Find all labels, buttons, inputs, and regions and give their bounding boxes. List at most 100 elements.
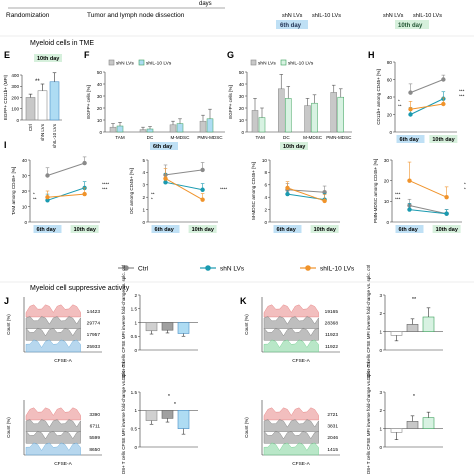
panel-j-bottom-hist-layer-1 [25,419,81,432]
panel-g-ytick-label-4: 40 [239,82,245,87]
panel-g-ytick-label-5: 50 [239,70,245,75]
panel-e-ytick-label-1: 100 [11,107,19,112]
panel-g-bar-2-1 [311,102,318,133]
panel-j-cd8-ytick-label-3: 1.5 [131,390,138,395]
panel-i2-point-2-1 [200,197,205,202]
panel-k-cd8-ytick-label-1: 1 [379,426,382,431]
panel-f-legend-swatch-1 [138,59,145,66]
panel-f-badge [150,142,178,150]
panel-j-top-xlabel: CFSE-A [54,358,72,364]
panel-k-cd8-ytick-label-2: 2 [379,408,382,413]
panel-i3-ytick-label-3: 6 [264,183,267,188]
panel-k-bottom-hist-layer-3 [263,442,319,456]
randomization-label: Randomization [6,12,50,19]
panel-j-top-hist-layer-3 [25,339,81,353]
panel-i-sig-1: * [33,191,35,196]
panel-i2-ytick-label-1: 1 [142,207,145,212]
panel-i4-line-1 [409,209,447,215]
panel-e-xtick-1: shN LVs [40,123,45,141]
panel-h-sig-1: * [398,99,400,104]
panel-j-top-hist-layer-2 [25,327,81,341]
days-unit-label: days [199,1,212,7]
panel-i2-line-0 [165,169,203,176]
panel-g-legend-label-0: shN LVs [258,61,276,67]
legend-ctrl-label: Ctrl [138,266,149,273]
panel-k-cd4-ytick-label-3: 3 [379,293,382,298]
panel-g-panel-letter: G [227,50,234,60]
panel-j-cd4-bar-0 [145,322,158,332]
panel-i4-point-1-0 [407,207,412,212]
panel-h-ytick-label-3: 60 [387,77,393,82]
panel-g-legend-swatch-0 [250,59,257,66]
panel-i4-sig-3: * [464,181,466,186]
panel-g-xtick-2: M-MDSC [303,135,323,140]
panel-j-cd4-ytick-label-3: 1.5 [131,307,138,312]
panel-k-top-hist-layer-3 [263,339,319,353]
panel-e-bar-2 [49,81,60,121]
panel-j-bottom-ylabel: Count (%) [6,417,11,438]
panel-e-bar-0 [25,97,36,121]
panel-f-bar-1-1 [146,128,154,133]
panel-k-cd4-ytick-label-0: 0 [379,348,382,353]
panel-i3-point-2-0 [285,185,290,191]
panel-h-d6-badge [396,135,425,143]
panel-k-bottom-xlabel: CFSE-A [292,461,310,467]
panel-j-top-hist-value-3: 25933 [87,344,101,350]
panel-i2-ytick-label-3: 3 [142,183,145,188]
panel-j-cd4-ytick-label-1: 0.5 [131,334,138,339]
panel-j-bottom-hist-layer-0 [25,407,81,421]
legend-ctrl-marker [123,265,129,271]
panel-k-top-hist-layer-0 [263,304,319,318]
panel-i3-point-1-0 [285,191,290,197]
panel-i-point-1-0 [45,198,50,203]
panel-i4-d10-badge-label: 10th day [436,227,459,233]
panel-i-ytick-label-3: 30 [22,173,28,178]
panel-f-legend-label-0: shN LVs [116,61,134,67]
panel-f-bar-1-0 [139,129,147,133]
panel-i3-ylabel: M-MDSC among CD45+ [%] [251,162,256,220]
panel-i-line-2 [47,193,85,198]
panel-i3-point-2-1 [322,198,327,204]
panel-f-ytick-label-2: 20 [97,106,103,111]
panel-e-sig: ** [35,79,40,85]
panel-j-bottom-hist-layer-3 [25,442,81,456]
panel-j-bottom-hist-value-3: 8650 [89,447,100,453]
legend-shIL10-label: shIL-10 LVs [320,266,355,273]
panel-g-legend-swatch-1 [280,59,287,66]
legend-shIL10-marker [305,265,311,271]
panel-k-cd8-ylabel: CD8+ T cells CFSE MFI inverse fold-chang… [366,362,371,474]
panel-j-bottom-xlabel: CFSE-A [54,461,72,467]
panel-e-ylabel: EGFP+ CD11b+ (MFI) [3,74,8,120]
panel-g-ytick-label-1: 10 [239,118,245,123]
panel-j-panel-letter: J [4,296,9,306]
panel-i-line-0 [47,162,85,176]
panel-i-point-2-1 [82,191,87,197]
panel-i2-sig-1: ** [151,191,155,196]
panel-k-bottom-hist-value-3: 1415 [327,447,338,453]
panel-h-point-2-0 [408,107,413,112]
panel-k-bottom-ylabel: Count (%) [244,417,249,438]
panel-i3-ytick-label-1: 2 [264,207,267,212]
panel-g-xtick-3: PMN-MDSC [326,135,352,140]
panel-g-xtick-1: DC [283,135,290,140]
panel-i4-point-2-0 [407,178,412,183]
section-title-suppressive: Myeloid cell suppressive activity [30,285,130,292]
panel-g-ylabel: EGFP+ cells [%] [228,85,233,119]
panel-i-point-0-0 [45,173,50,178]
panel-k-bottom-hist-value-2: 2046 [327,435,338,441]
panel-i2-d6-badge-label: 6th day [155,227,175,233]
panel-k-cd4-bar-2 [422,316,435,332]
panel-i2-point-2-0 [163,176,168,181]
panel-i3-d6-badge-label: 6th day [277,227,297,233]
panel-i-point-0-1 [82,160,87,166]
panel-i3-d10-badge-label: 10th day [314,227,337,233]
panel-j-cd4-ytick-label-4: 2 [134,293,137,298]
panel-f-xtick-3: PMN-MDSC [197,135,223,140]
panel-f-badge-label: 6th day [153,144,173,150]
panel-g-badge-label: 10th day [283,144,306,150]
panel-h-d10-badge-label: 10th day [432,137,455,143]
panel-e-ytick-label-2: 200 [11,95,19,100]
panel-k-top-ylabel: Count (%) [244,314,249,335]
panel-i3-ytick-label-5: 10 [262,158,268,163]
